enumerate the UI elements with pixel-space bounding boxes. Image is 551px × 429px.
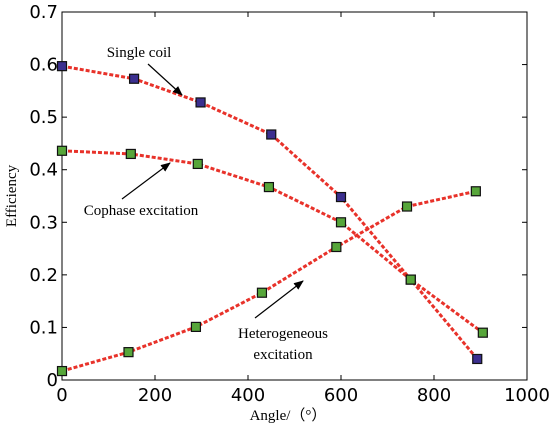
x-tick-label: 0 (56, 385, 67, 406)
data-point-single (128, 73, 140, 84)
x-tick-label: 800 (417, 385, 451, 406)
y-tick-label: 0.6 (29, 55, 58, 76)
data-point-single (472, 353, 483, 365)
data-point-hetero (331, 241, 342, 253)
annotation-label: Heterogeneous (238, 326, 328, 342)
data-point-single (195, 97, 206, 108)
y-tick-label: 0.7 (29, 2, 58, 23)
y-axis: 0 0.1 0.2 0.3 0.4 0.5 0.6 0.7 (29, 2, 527, 391)
data-point-single (56, 61, 68, 72)
x-tick-label: 400 (231, 385, 265, 406)
y-tick-label: 0.4 (29, 160, 58, 181)
annotation-arrow (147, 63, 183, 96)
y-tick-label: 0 (47, 370, 58, 391)
data-point-hetero (256, 287, 268, 298)
x-tick-label: 600 (324, 385, 358, 406)
annotation-label: Cophase excitation (84, 203, 199, 219)
data-point-cophase (477, 327, 488, 338)
x-axis: 0 200 400 600 800 1000 (56, 12, 550, 406)
x-axis-title: Angle/（°） (250, 407, 327, 424)
y-axis-title: Efficiency (4, 164, 20, 227)
data-point-hetero (123, 347, 134, 358)
data-point-hetero (56, 365, 68, 377)
data-point-hetero (401, 201, 413, 212)
data-point-single (266, 129, 277, 140)
annotation-label: excitation (253, 347, 313, 363)
annotation-layer: Single coil Cophase excitation Heterogeneo… (84, 45, 328, 363)
data-point-cophase (405, 274, 416, 285)
x-tick-label: 1000 (504, 385, 550, 406)
annotation-arrow (254, 280, 304, 319)
y-tick-label: 0.1 (29, 317, 58, 338)
data-point-cophase (263, 181, 275, 193)
y-tick-label: 0.5 (29, 107, 58, 128)
y-tick-label: 0.3 (29, 212, 58, 233)
y-tick-label: 0.2 (29, 265, 58, 286)
data-point-cophase (192, 158, 203, 170)
x-tick-label: 200 (138, 385, 172, 406)
data-point-single (335, 191, 347, 203)
annotation-label: Single coil (107, 45, 172, 61)
data-point-cophase (56, 145, 68, 156)
series-layer (56, 61, 488, 377)
data-point-hetero (190, 321, 202, 333)
data-point-cophase (335, 217, 347, 228)
data-point-cophase (125, 148, 136, 160)
annotation-arrow (121, 162, 171, 200)
data-point-hetero (470, 186, 481, 197)
